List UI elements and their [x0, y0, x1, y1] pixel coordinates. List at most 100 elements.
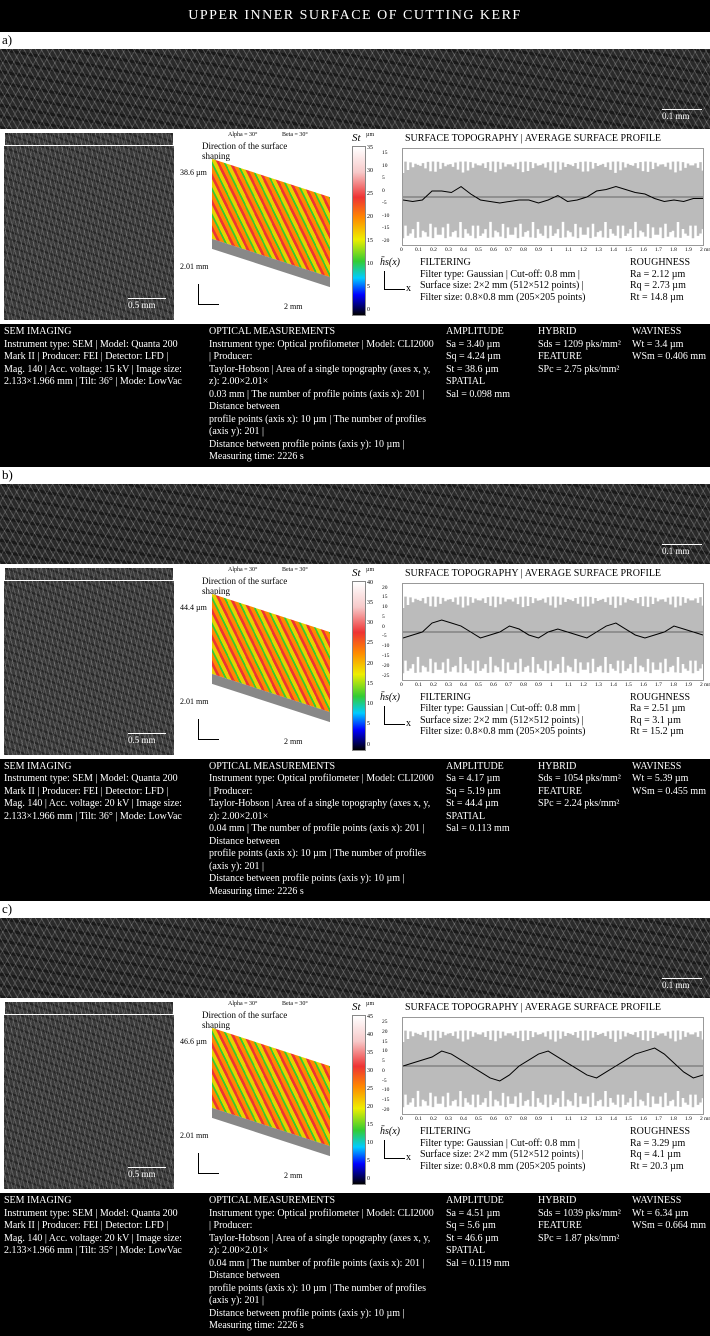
direction-label: Direction of the surface shaping — [202, 141, 288, 161]
hybrid-column: HYBRID Sds = 1054 pks/mm² FEATURE SPc = 2.2… — [534, 761, 628, 899]
optical-line: Distance between profile points (axis y)… — [209, 438, 405, 463]
filter-text: Filter size: 0.8×0.8 mm (205×205 points) — [420, 726, 586, 737]
alpha-label: Alpha = 30° — [228, 566, 258, 573]
h-axis-label: h̄s(x) — [380, 257, 400, 268]
x-tick: 1.5 — [625, 247, 632, 253]
x-tick: 1.1 — [565, 681, 572, 688]
profile-chart: SURFACE TOPOGRAPHY | AVERAGE SURFACE PRO… — [380, 132, 710, 320]
optical-column: OPTICAL MEASUREMENTS Instrument type: Opt… — [205, 761, 442, 899]
x-tick: 2 mm — [700, 681, 710, 688]
optical-line: 0.03 mm | The number of profile points (… — [209, 388, 425, 413]
sem-heading: SEM IMAGING — [4, 760, 72, 772]
x-tick: 1 — [550, 681, 553, 688]
spatial-heading: SPATIAL — [446, 376, 486, 387]
color-scale-tick: 40 — [367, 579, 373, 586]
color-scale-tick: 0 — [367, 741, 370, 748]
sem-texture — [0, 49, 710, 129]
x-tick: 0.5 — [475, 247, 482, 253]
sem-inset-box — [4, 566, 174, 581]
filter-text: Surface size: 2×2 mm (512×512 points) | — [420, 280, 584, 291]
axes-2d-icon — [384, 271, 405, 290]
sem-scale-bar: 0.5 mm — [128, 298, 166, 310]
amplitude-column: AMPLITUDE Sa = 4.51 µm Sq = 5.6 µm St = 46.… — [442, 1195, 534, 1333]
y-tick: -20 — [382, 238, 390, 244]
x-tick: 0.6 — [490, 681, 497, 688]
y-tick: -25 — [382, 672, 390, 679]
strip-scale-bar: 0.1 mm — [662, 109, 702, 121]
color-scale-title: St — [352, 1001, 361, 1013]
y-tick: 5 — [382, 613, 385, 620]
sem-scale-bar: 0.5 mm — [128, 1167, 166, 1179]
sem-line: Mark II | Producer: FEI | Detector: LFD … — [4, 1220, 169, 1231]
axes-3d-icon — [198, 1153, 219, 1174]
optical-line: profile points (axis x): 10 µm | The num… — [209, 1282, 426, 1307]
color-scale-tick: 5 — [367, 283, 370, 290]
roughness-heading: ROUGHNESS — [630, 257, 691, 268]
x-tick: 1.5 — [625, 1116, 632, 1122]
filter-text: Filter size: 0.8×0.8 mm (205×205 points) — [420, 291, 586, 303]
y-tick: -5 — [382, 200, 387, 207]
filter-text: Surface size: 2×2 mm (512×512 points) | — [420, 714, 584, 726]
axes-2d-icon — [384, 1140, 405, 1159]
param-Sds: Sds = 1209 pks/mm² — [538, 338, 621, 350]
panel-label: c) — [2, 901, 13, 916]
x-tick: 0.2 — [430, 247, 437, 253]
waviness-column: WAVINESS Wt = 6.34 µm WSm = 0.664 mm — [628, 1195, 710, 1333]
x-tick: 0.7 — [505, 1116, 512, 1122]
param-St: St = 44.4 µm — [446, 798, 499, 809]
axes-3d-icon — [198, 718, 219, 740]
y-length-label: 2.01 mm — [180, 696, 209, 706]
topography-3d: Alpha = 30° Beta = 30° Direction of the su… — [180, 1001, 348, 1189]
y-tick: 20 — [382, 584, 388, 591]
roughness-Rt: Rt = 15.2 µm — [630, 726, 684, 737]
average-profile-line — [403, 185, 703, 204]
x-tick: 1.2 — [580, 1116, 587, 1122]
param-SPc: SPc = 2.75 pks/mm² — [538, 363, 620, 375]
info-bar: SEM IMAGING Instrument type: SEM | Model:… — [0, 324, 710, 467]
hybrid-heading: HYBRID — [538, 326, 577, 337]
param-Wt: Wt = 3.4 µm — [632, 338, 684, 350]
height-label: 44.4 µm — [180, 602, 207, 612]
figure-title: UPPER INNER SURFACE OF CUTTING KERF — [0, 0, 710, 32]
sem-strip-image: 0.1 mm — [0, 49, 710, 129]
y-tick: -10 — [382, 212, 390, 219]
axes-3d-icon — [198, 284, 219, 305]
y-tick: 0 — [382, 1067, 385, 1074]
y-tick: -5 — [382, 1077, 387, 1084]
optical-line: Distance between profile points (axis y)… — [209, 873, 405, 897]
x-tick: 2 mm — [700, 1116, 710, 1122]
x-tick: 1.1 — [565, 1116, 572, 1122]
optical-heading: OPTICAL MEASUREMENTS — [209, 326, 336, 337]
x-tick: 0.9 — [535, 1116, 542, 1122]
profile-band — [403, 1030, 703, 1108]
optical-line: Taylor-Hobson | Area of a single topogra… — [209, 363, 431, 388]
color-scale-tick: 0 — [367, 1176, 370, 1182]
chart-title: SURFACE TOPOGRAPHY | AVERAGE SURFACE PRO… — [405, 133, 662, 144]
color-scale-unit: µm — [366, 1001, 375, 1007]
param-Sq: Sq = 5.6 µm — [446, 1220, 496, 1231]
x-tick: 1.4 — [610, 681, 617, 688]
y-tick: 20 — [382, 1028, 388, 1035]
color-scale-tick: 35 — [367, 599, 373, 606]
chart-title: SURFACE TOPOGRAPHY | AVERAGE SURFACE PRO… — [405, 1002, 662, 1013]
x-tick: 0.8 — [520, 1116, 527, 1122]
x-tick: 1.2 — [580, 681, 587, 688]
color-scale-title: St — [352, 566, 361, 579]
direction-label: Direction of the surface shaping — [202, 575, 288, 596]
sem-scale-bar: 0.5 mm — [128, 732, 166, 745]
color-scale-tick: 20 — [367, 660, 373, 667]
x-tick: 1.3 — [595, 247, 602, 253]
sem-line: Instrument type: SEM | Model: Quanta 200 — [4, 1207, 178, 1219]
y-tick: 0 — [382, 187, 385, 194]
x-tick: 0.1 — [415, 1116, 422, 1122]
beta-label: Beta = 30° — [282, 566, 308, 573]
sem-strip-image: 0.1 mm — [0, 918, 710, 998]
alpha-label: Alpha = 30° — [228, 132, 258, 138]
filter-text: Filter type: Gaussian | Cut-off: 0.8 mm … — [420, 1137, 580, 1149]
y-tick: 0 — [382, 623, 385, 630]
param-Sq: Sq = 5.19 µm — [446, 785, 501, 797]
param-St: St = 46.6 µm — [446, 1232, 499, 1244]
x-tick: 0 — [400, 681, 403, 688]
waviness-column: WAVINESS Wt = 3.4 µm WSm = 0.406 mm — [628, 326, 710, 464]
x-tick: 1.2 — [580, 247, 587, 253]
